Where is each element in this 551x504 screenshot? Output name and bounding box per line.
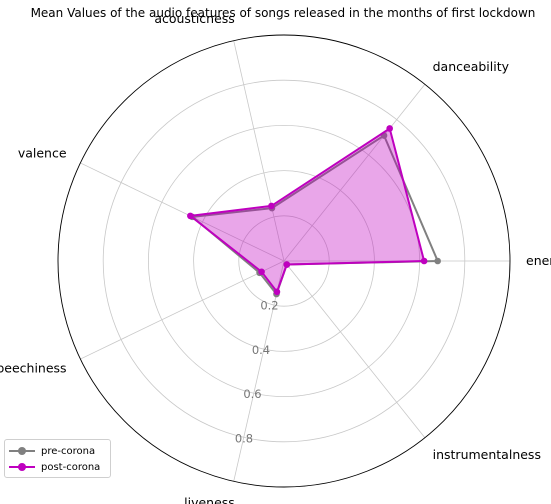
series-line-post-corona <box>189 127 426 293</box>
r-tick-label-1: 0.2 <box>260 298 278 312</box>
spoke-danceability <box>283 84 426 262</box>
r-tick-label-2: 0.4 <box>252 343 270 357</box>
spoke-speechiness <box>80 260 285 360</box>
legend-swatch-post-corona <box>9 460 35 474</box>
point-post-corona-energy <box>420 257 428 265</box>
point-post-corona-speechiness <box>258 268 265 276</box>
spoke-acousticness <box>233 40 285 262</box>
series-layer <box>187 125 441 298</box>
outer-frame <box>57 34 511 488</box>
axis-labels: energy danceability acousticness valence spe… <box>0 11 551 504</box>
point-post-corona-valence <box>187 212 194 220</box>
legend-label-post-corona: post-corona <box>41 461 101 473</box>
chart-title: Mean Values of the audio features of son… <box>31 6 536 20</box>
point-post-corona-instrumentalness <box>283 261 291 268</box>
axis-label-liveness: liveness <box>184 495 235 504</box>
point-pre-corona-energy <box>434 257 441 265</box>
legend-label-pre-corona: pre-corona <box>41 445 96 457</box>
axis-label-valence: valence <box>18 145 67 160</box>
spoke-instrumentalness <box>283 260 426 438</box>
radar-grid: 0.2 0.4 0.6 0.8 <box>57 34 511 488</box>
legend: pre-corona post-corona <box>4 439 111 478</box>
legend-item-pre-corona: pre-corona <box>9 444 95 458</box>
axis-label-instrumentalness: instrumentalness <box>433 447 541 462</box>
legend-swatch-pre-corona <box>9 444 35 458</box>
series-fill-post-corona <box>190 128 425 292</box>
axis-label-acousticness: acousticness <box>154 11 235 26</box>
point-post-corona-acousticness <box>268 202 275 210</box>
spoke-valence <box>80 162 285 262</box>
point-post-corona-danceability <box>386 125 393 132</box>
r-tick-label-3: 0.6 <box>243 387 261 401</box>
axis-label-speechiness: speechiness <box>0 361 67 376</box>
axis-label-danceability: danceability <box>433 59 510 74</box>
point-post-corona-liveness <box>273 288 281 296</box>
legend-item-post-corona: post-corona <box>9 460 100 474</box>
spoke-liveness <box>233 260 285 482</box>
axis-label-energy: energy <box>526 253 551 268</box>
r-tick-label-4: 0.8 <box>235 432 253 446</box>
